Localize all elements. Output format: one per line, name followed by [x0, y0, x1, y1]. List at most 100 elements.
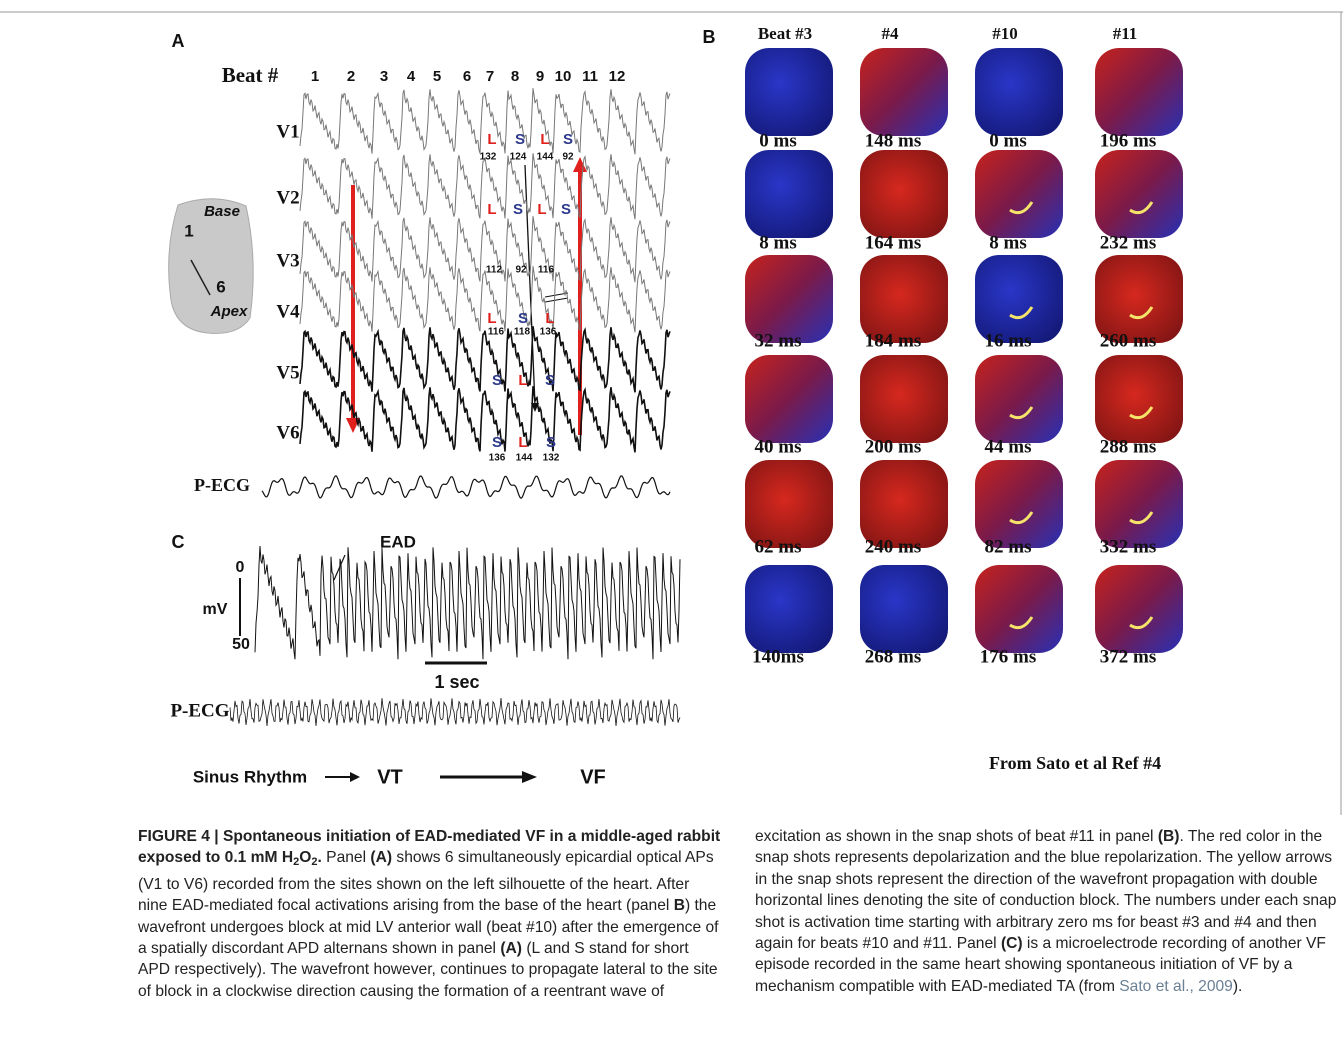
beat-number: 6: [463, 68, 471, 85]
activation-time: 8 ms: [989, 232, 1026, 253]
alternans-number: 116: [488, 327, 505, 338]
optical-map-snapshot: [975, 48, 1063, 136]
activation-time: 8 ms: [759, 232, 796, 253]
credit: From Sato et al Ref #4: [989, 753, 1161, 773]
beat-number: 11: [582, 68, 598, 85]
beat-number: 5: [433, 68, 441, 85]
heart-silhouette: [168, 198, 254, 334]
optical-ap-trace: [299, 153, 671, 220]
activation-time: 176 ms: [980, 646, 1036, 667]
activation-time: 44 ms: [985, 436, 1032, 457]
ecg-label: P-ECG: [170, 700, 229, 721]
alternans-letter: L: [518, 434, 527, 451]
heart-label: Base: [204, 203, 240, 220]
activation-time: 260 ms: [1100, 330, 1156, 351]
alternans-letter: S: [515, 131, 525, 148]
optical-map-snapshot: [1095, 565, 1183, 653]
heart-label: Apex: [210, 303, 248, 320]
alternans-number: 92: [515, 265, 527, 276]
lead-label: V3: [276, 250, 299, 271]
beat-number: 9: [536, 68, 544, 85]
wavefront-arrow: [1129, 306, 1154, 320]
alternans-number: 144: [537, 152, 554, 163]
scale-label: 0: [236, 559, 245, 576]
rhythm-label: VT: [377, 766, 403, 788]
optical-ap-trace: [299, 326, 671, 393]
figure-caption: FIGURE 4 | Spontaneous initiation of EAD…: [138, 826, 1338, 1002]
caption-text: (B): [1157, 828, 1180, 845]
caption-text: (C): [1000, 935, 1023, 953]
optical-map-snapshot: [745, 460, 833, 548]
optical-map-snapshot: [975, 255, 1063, 343]
optical-map-snapshot: [745, 255, 833, 343]
beat-number: 4: [407, 68, 416, 85]
lead-label: V5: [276, 362, 299, 383]
site-label: 6: [216, 277, 225, 296]
activation-time: 232 ms: [1100, 232, 1156, 253]
activation-time: 200 ms: [865, 436, 921, 457]
alternans-number: 144: [516, 453, 533, 464]
alternans-letter: S: [492, 434, 502, 451]
alternans-letter: S: [563, 131, 573, 148]
caption-text: 2: [293, 856, 300, 869]
activation-time: 268 ms: [865, 646, 921, 667]
ecg-trace: [261, 475, 671, 499]
alternans-letter: L: [487, 310, 496, 327]
optical-ap-trace: [299, 88, 671, 155]
optical-map-snapshot: [745, 150, 833, 238]
scale-label: 50: [232, 636, 250, 653]
time-scale-label: 1 sec: [434, 672, 479, 692]
optical-map-snapshot: [745, 565, 833, 653]
activation-time: 372 ms: [1100, 646, 1156, 667]
alternans-number: 132: [543, 453, 560, 464]
wavefront-arrow: [1129, 406, 1154, 420]
caption-text: shows 6 simultaneously epicardial optica…: [138, 849, 714, 915]
optical-map-snapshot: [860, 565, 948, 653]
column-header: #10: [992, 24, 1018, 43]
optical-map-snapshot: [975, 355, 1063, 443]
alternans-letter: L: [545, 310, 554, 327]
activation-time: 32 ms: [755, 330, 802, 351]
activation-time: 332 ms: [1100, 536, 1156, 557]
caption-text: ).: [1232, 977, 1243, 995]
optical-map-snapshot: [860, 355, 948, 443]
caption-text: is a microelectrode recording of another…: [755, 935, 1326, 995]
citation-link[interactable]: Sato et al., 2009: [1119, 977, 1233, 995]
optical-map-snapshot: [1095, 355, 1183, 443]
activation-time: 62 ms: [755, 536, 802, 557]
wavefront-arrow: [1129, 201, 1154, 215]
scale-label: mV: [203, 601, 228, 618]
activation-time: 196 ms: [1100, 130, 1156, 151]
beat-number: 12: [609, 68, 626, 85]
caption-text: FIGURE 4 | Spontaneous initiation of EAD…: [138, 828, 721, 867]
activation-time: 40 ms: [755, 436, 802, 457]
activation-time: 164 ms: [865, 232, 921, 253]
arrowhead: [573, 157, 587, 172]
alternans-number: 112: [486, 265, 503, 276]
optical-map-snapshot: [975, 565, 1063, 653]
alternans-letter: L: [518, 372, 527, 389]
alternans-letter: S: [518, 310, 528, 327]
alternans-number: 92: [562, 152, 574, 163]
activation-time: 288 ms: [1100, 436, 1156, 457]
wavefront-arrow: [1009, 306, 1034, 320]
lead-label: V6: [276, 422, 299, 443]
wavefront-arrow: [1009, 511, 1034, 525]
ecg-label: P-ECG: [194, 475, 250, 495]
column-header: #11: [1113, 24, 1138, 43]
beat-label: Beat #: [222, 63, 279, 87]
arrowhead: [522, 771, 537, 783]
activation-time: 82 ms: [985, 536, 1032, 557]
arrowhead: [350, 772, 360, 782]
alternans-letter: S: [561, 201, 571, 218]
wavefront-arrow: [1009, 406, 1034, 420]
activation-time: 16 ms: [985, 330, 1032, 351]
optical-map-snapshot: [1095, 460, 1183, 548]
optical-map-snapshot: [1095, 48, 1183, 136]
arrowhead: [531, 403, 539, 412]
optical-ap-trace: [299, 216, 671, 283]
optical-map-snapshot: [975, 460, 1063, 548]
optical-map-snapshot: [860, 255, 948, 343]
panel-label: A: [172, 31, 185, 51]
